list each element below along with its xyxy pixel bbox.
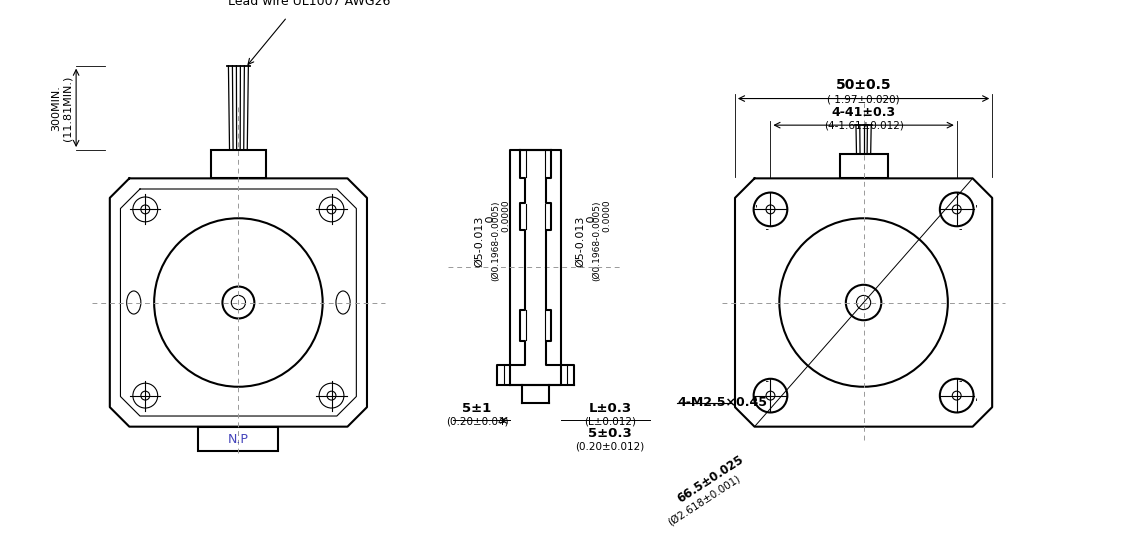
Text: 66.5±0.025: 66.5±0.025: [675, 453, 746, 506]
Text: 5±1: 5±1: [463, 402, 491, 415]
Text: (L±0.012): (L±0.012): [584, 417, 636, 427]
Text: (Ø0.1968-0.0005)
        0.0000: (Ø0.1968-0.0005) 0.0000: [491, 200, 510, 281]
Bar: [198, 426, 278, 451]
Text: (0.20±0.012): (0.20±0.012): [575, 442, 644, 452]
Text: (0.20±0.04): (0.20±0.04): [446, 417, 508, 427]
Text: 4-41±0.3: 4-41±0.3: [831, 106, 896, 119]
Bar: [839, 154, 888, 179]
Text: 300MIN.
(11.81MIN.): 300MIN. (11.81MIN.): [51, 75, 73, 141]
Text: 50±0.5: 50±0.5: [836, 78, 891, 92]
Text: 4-M2.5×0.45: 4-M2.5×0.45: [677, 396, 768, 409]
Text: ( 1.97±0.020): ( 1.97±0.020): [828, 94, 900, 104]
Text: Lead wire UL1007 AWG26: Lead wire UL1007 AWG26: [228, 0, 390, 8]
Text: Ø5-0.013
     0: Ø5-0.013 0: [575, 215, 596, 266]
Text: L±0.3: L±0.3: [589, 402, 632, 415]
Text: (Ø0.1968-0.0005)
        0.0000: (Ø0.1968-0.0005) 0.0000: [592, 200, 611, 281]
Bar: [211, 150, 265, 179]
Text: N.P: N.P: [228, 433, 248, 446]
Text: 5±0.3: 5±0.3: [589, 427, 632, 440]
Text: (4-1.61±0.012): (4-1.61±0.012): [823, 120, 904, 131]
Text: Ø5-0.013
     0: Ø5-0.013 0: [474, 215, 496, 266]
Text: (Ø2.618±0.001): (Ø2.618±0.001): [666, 473, 742, 527]
